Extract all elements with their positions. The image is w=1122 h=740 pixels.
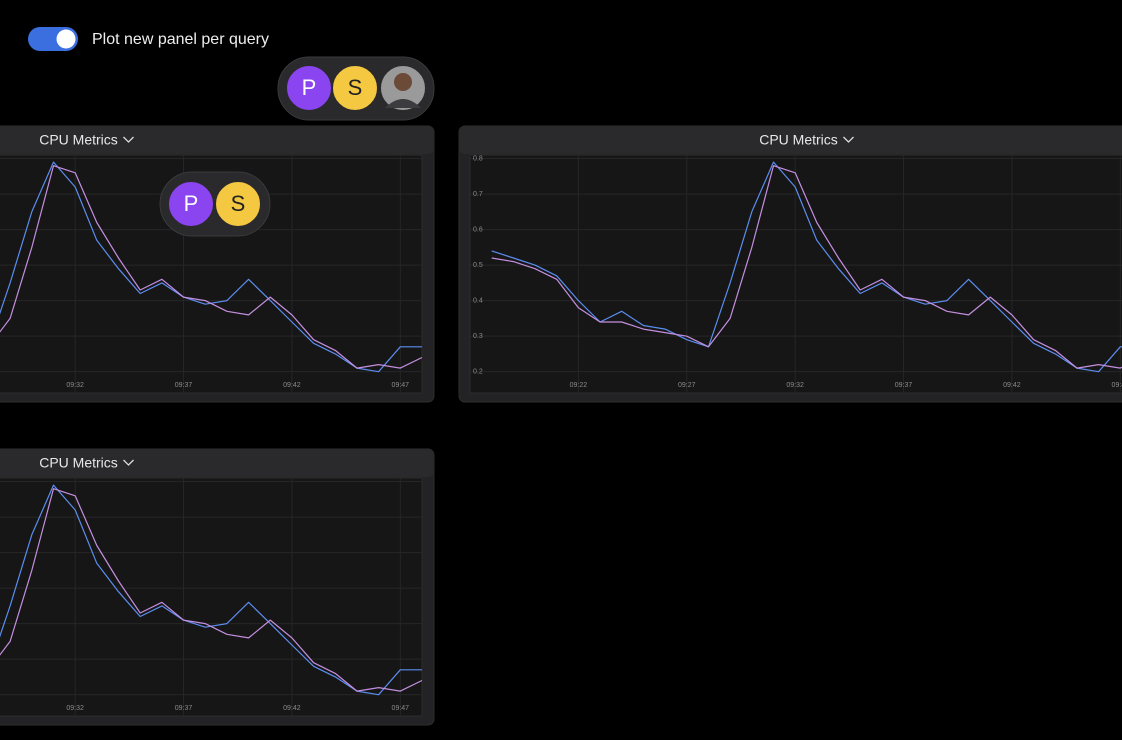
x-tick-label: 09:42 [1003,382,1021,389]
plot-bg [0,477,423,717]
x-tick-label: 09:22 [570,382,588,389]
x-tick-label: 09:42 [283,705,301,712]
series-line [0,161,422,373]
panel-title[interactable]: CPU Metrics [39,132,118,148]
x-tick-label: 09:37 [175,705,193,712]
plot-bg [469,154,1122,394]
avatar-initial: S [231,191,246,216]
panel: CPU Metrics 0.2 0.3 0.4 0.5 0.6 0.7 0.8 09:22 09:… [458,125,1122,403]
avatar[interactable] [214,180,262,228]
series-line [0,165,422,369]
y-tick-label: 0.3 [473,333,483,340]
x-tick-label: 09:32 [786,382,804,389]
x-tick-label: 09:42 [283,382,301,389]
photo-body [385,99,421,108]
series-line [491,165,1122,369]
x-tick-label: 09:47 [392,382,410,389]
y-tick-label: 0.5 [473,262,483,269]
x-tick-label: 09:47 [392,705,410,712]
series-line [0,484,422,696]
chevron[interactable] [123,136,134,143]
panel-title[interactable]: CPU Metrics [39,455,118,471]
toggle-label: Plot new panel per query [92,31,269,48]
x-tick-label: 09:47 [1112,382,1122,389]
avatar[interactable] [331,64,379,112]
photo-face [394,73,412,91]
chevron[interactable] [123,459,134,466]
avatar-initial: P [184,191,199,216]
series-line [0,488,422,692]
panels: CPU Metrics 0.2 0.3 0.4 0.5 0.6 0.7 0.8 09:22 09:… [0,125,1122,726]
panel-header [459,126,1122,154]
avatar-initial: P [302,75,317,100]
toggle[interactable] [28,27,78,51]
panel: CPU Metrics0.20.30.40.50.60.70.809:2209:… [0,448,435,726]
y-tick-label: 0.4 [473,297,483,304]
x-tick-label: 09:37 [175,382,193,389]
y-tick-label: 0.8 [473,155,483,162]
y-tick-label: 0.6 [473,226,483,233]
chevron[interactable] [843,136,854,143]
avatar-initial: S [348,75,363,100]
y-tick-label: 0.7 [473,191,483,198]
x-tick-label: 09:37 [895,382,913,389]
x-tick-label: 09:27 [678,382,696,389]
toggle-knob[interactable] [56,29,76,49]
avatar-photo[interactable] [379,64,427,112]
panel-header [0,126,434,154]
x-tick-label: 09:32 [66,382,84,389]
panel-title[interactable]: CPU Metrics [759,132,838,148]
x-tick-label: 09:32 [66,705,84,712]
y-tick-label: 0.2 [473,369,483,376]
panel: CPU Metrics0.20.30.40.50.60.70.809:2209:… [0,125,435,403]
panel-header [0,449,434,477]
